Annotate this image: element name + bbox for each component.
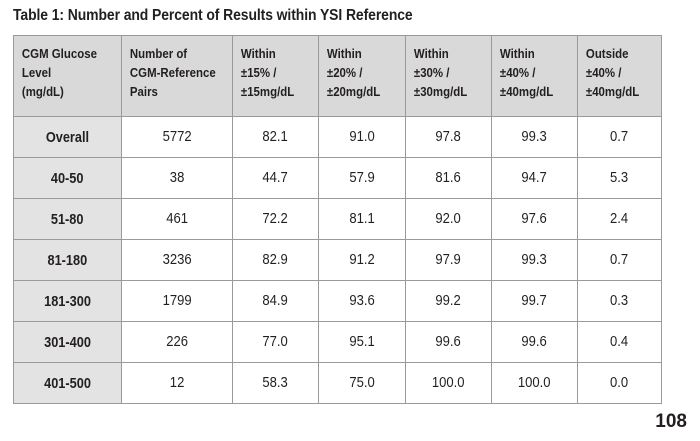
- table-cell: 0.3: [577, 280, 662, 322]
- table-cell: 99.6: [405, 321, 492, 363]
- table-cell: 100.0: [405, 362, 492, 404]
- table-cell: 95.1: [318, 321, 406, 363]
- header-within-15: Within ±15% / ±15mg/dL: [232, 35, 319, 117]
- table-cell: 0.7: [577, 239, 662, 281]
- header-pairs: Number of CGM-Reference Pairs: [121, 35, 233, 117]
- header-within-20: Within ±20% / ±20mg/dL: [318, 35, 406, 117]
- table-cell: 461: [121, 198, 233, 240]
- table-row: 81-180 3236 82.9 91.2 97.9 99.3 0.7: [13, 239, 662, 281]
- header-row: CGM Glucose Level (mg/dL) Number of CGM-Ref…: [13, 35, 662, 117]
- header-within-40: Within ±40% / ±40mg/dL: [491, 35, 578, 117]
- table-cell: 81.6: [405, 157, 492, 199]
- table-cell: 92.0: [405, 198, 492, 240]
- table-cell: 91.2: [318, 239, 406, 281]
- row-label: 81-180: [13, 239, 122, 281]
- table-cell: 97.6: [491, 198, 578, 240]
- row-label: 51-80: [13, 198, 122, 240]
- row-label: 401-500: [13, 362, 122, 404]
- row-label: Overall: [13, 116, 122, 158]
- table-row: Overall 5772 82.1 91.0 97.8 99.3 0.7: [13, 116, 662, 158]
- table-cell: 0.7: [577, 116, 662, 158]
- table-cell: 84.9: [232, 280, 319, 322]
- table-cell: 100.0: [491, 362, 578, 404]
- row-label: 40-50: [13, 157, 122, 199]
- table-row: 301-400 226 77.0 95.1 99.6 99.6 0.4: [13, 321, 662, 363]
- header-within-30: Within ±30% / ±30mg/dL: [405, 35, 492, 117]
- table-cell: 75.0: [318, 362, 406, 404]
- table-cell: 72.2: [232, 198, 319, 240]
- table-cell: 99.3: [491, 116, 578, 158]
- header-glucose-level: CGM Glucose Level (mg/dL): [13, 35, 122, 117]
- table-cell: 99.7: [491, 280, 578, 322]
- table-cell: 99.6: [491, 321, 578, 363]
- table-caption: Table 1: Number and Percent of Results w…: [13, 7, 413, 24]
- row-label: 301-400: [13, 321, 122, 363]
- table-cell: 82.1: [232, 116, 319, 158]
- table-cell: 93.6: [318, 280, 406, 322]
- table-cell: 58.3: [232, 362, 319, 404]
- table-cell: 57.9: [318, 157, 406, 199]
- table-cell: 5.3: [577, 157, 662, 199]
- table-cell: 226: [121, 321, 233, 363]
- table-cell: 2.4: [577, 198, 662, 240]
- table-cell: 0.4: [577, 321, 662, 363]
- table-cell: 94.7: [491, 157, 578, 199]
- table-cell: 44.7: [232, 157, 319, 199]
- table-cell: 38: [121, 157, 233, 199]
- table-row: 40-50 38 44.7 57.9 81.6 94.7 5.3: [13, 157, 662, 199]
- table-cell: 81.1: [318, 198, 406, 240]
- table-cell: 91.0: [318, 116, 406, 158]
- table-cell: 97.9: [405, 239, 492, 281]
- table-row: 51-80 461 72.2 81.1 92.0 97.6 2.4: [13, 198, 662, 240]
- table-row: 401-500 12 58.3 75.0 100.0 100.0 0.0: [13, 362, 662, 404]
- table-cell: 0.0: [577, 362, 662, 404]
- table-cell: 77.0: [232, 321, 319, 363]
- table-row: 181-300 1799 84.9 93.6 99.2 99.7 0.3: [13, 280, 662, 322]
- table-cell: 5772: [121, 116, 233, 158]
- table-cell: 1799: [121, 280, 233, 322]
- table-cell: 3236: [121, 239, 233, 281]
- results-table: CGM Glucose Level (mg/dL) Number of CGM-Ref…: [13, 35, 662, 404]
- page-number: 108: [655, 411, 687, 432]
- table-cell: 82.9: [232, 239, 319, 281]
- table-cell: 99.2: [405, 280, 492, 322]
- row-label: 181-300: [13, 280, 122, 322]
- table-cell: 99.3: [491, 239, 578, 281]
- table-cell: 12: [121, 362, 233, 404]
- table-cell: 97.8: [405, 116, 492, 158]
- header-outside-40: Outside ±40% / ±40mg/dL: [577, 35, 662, 117]
